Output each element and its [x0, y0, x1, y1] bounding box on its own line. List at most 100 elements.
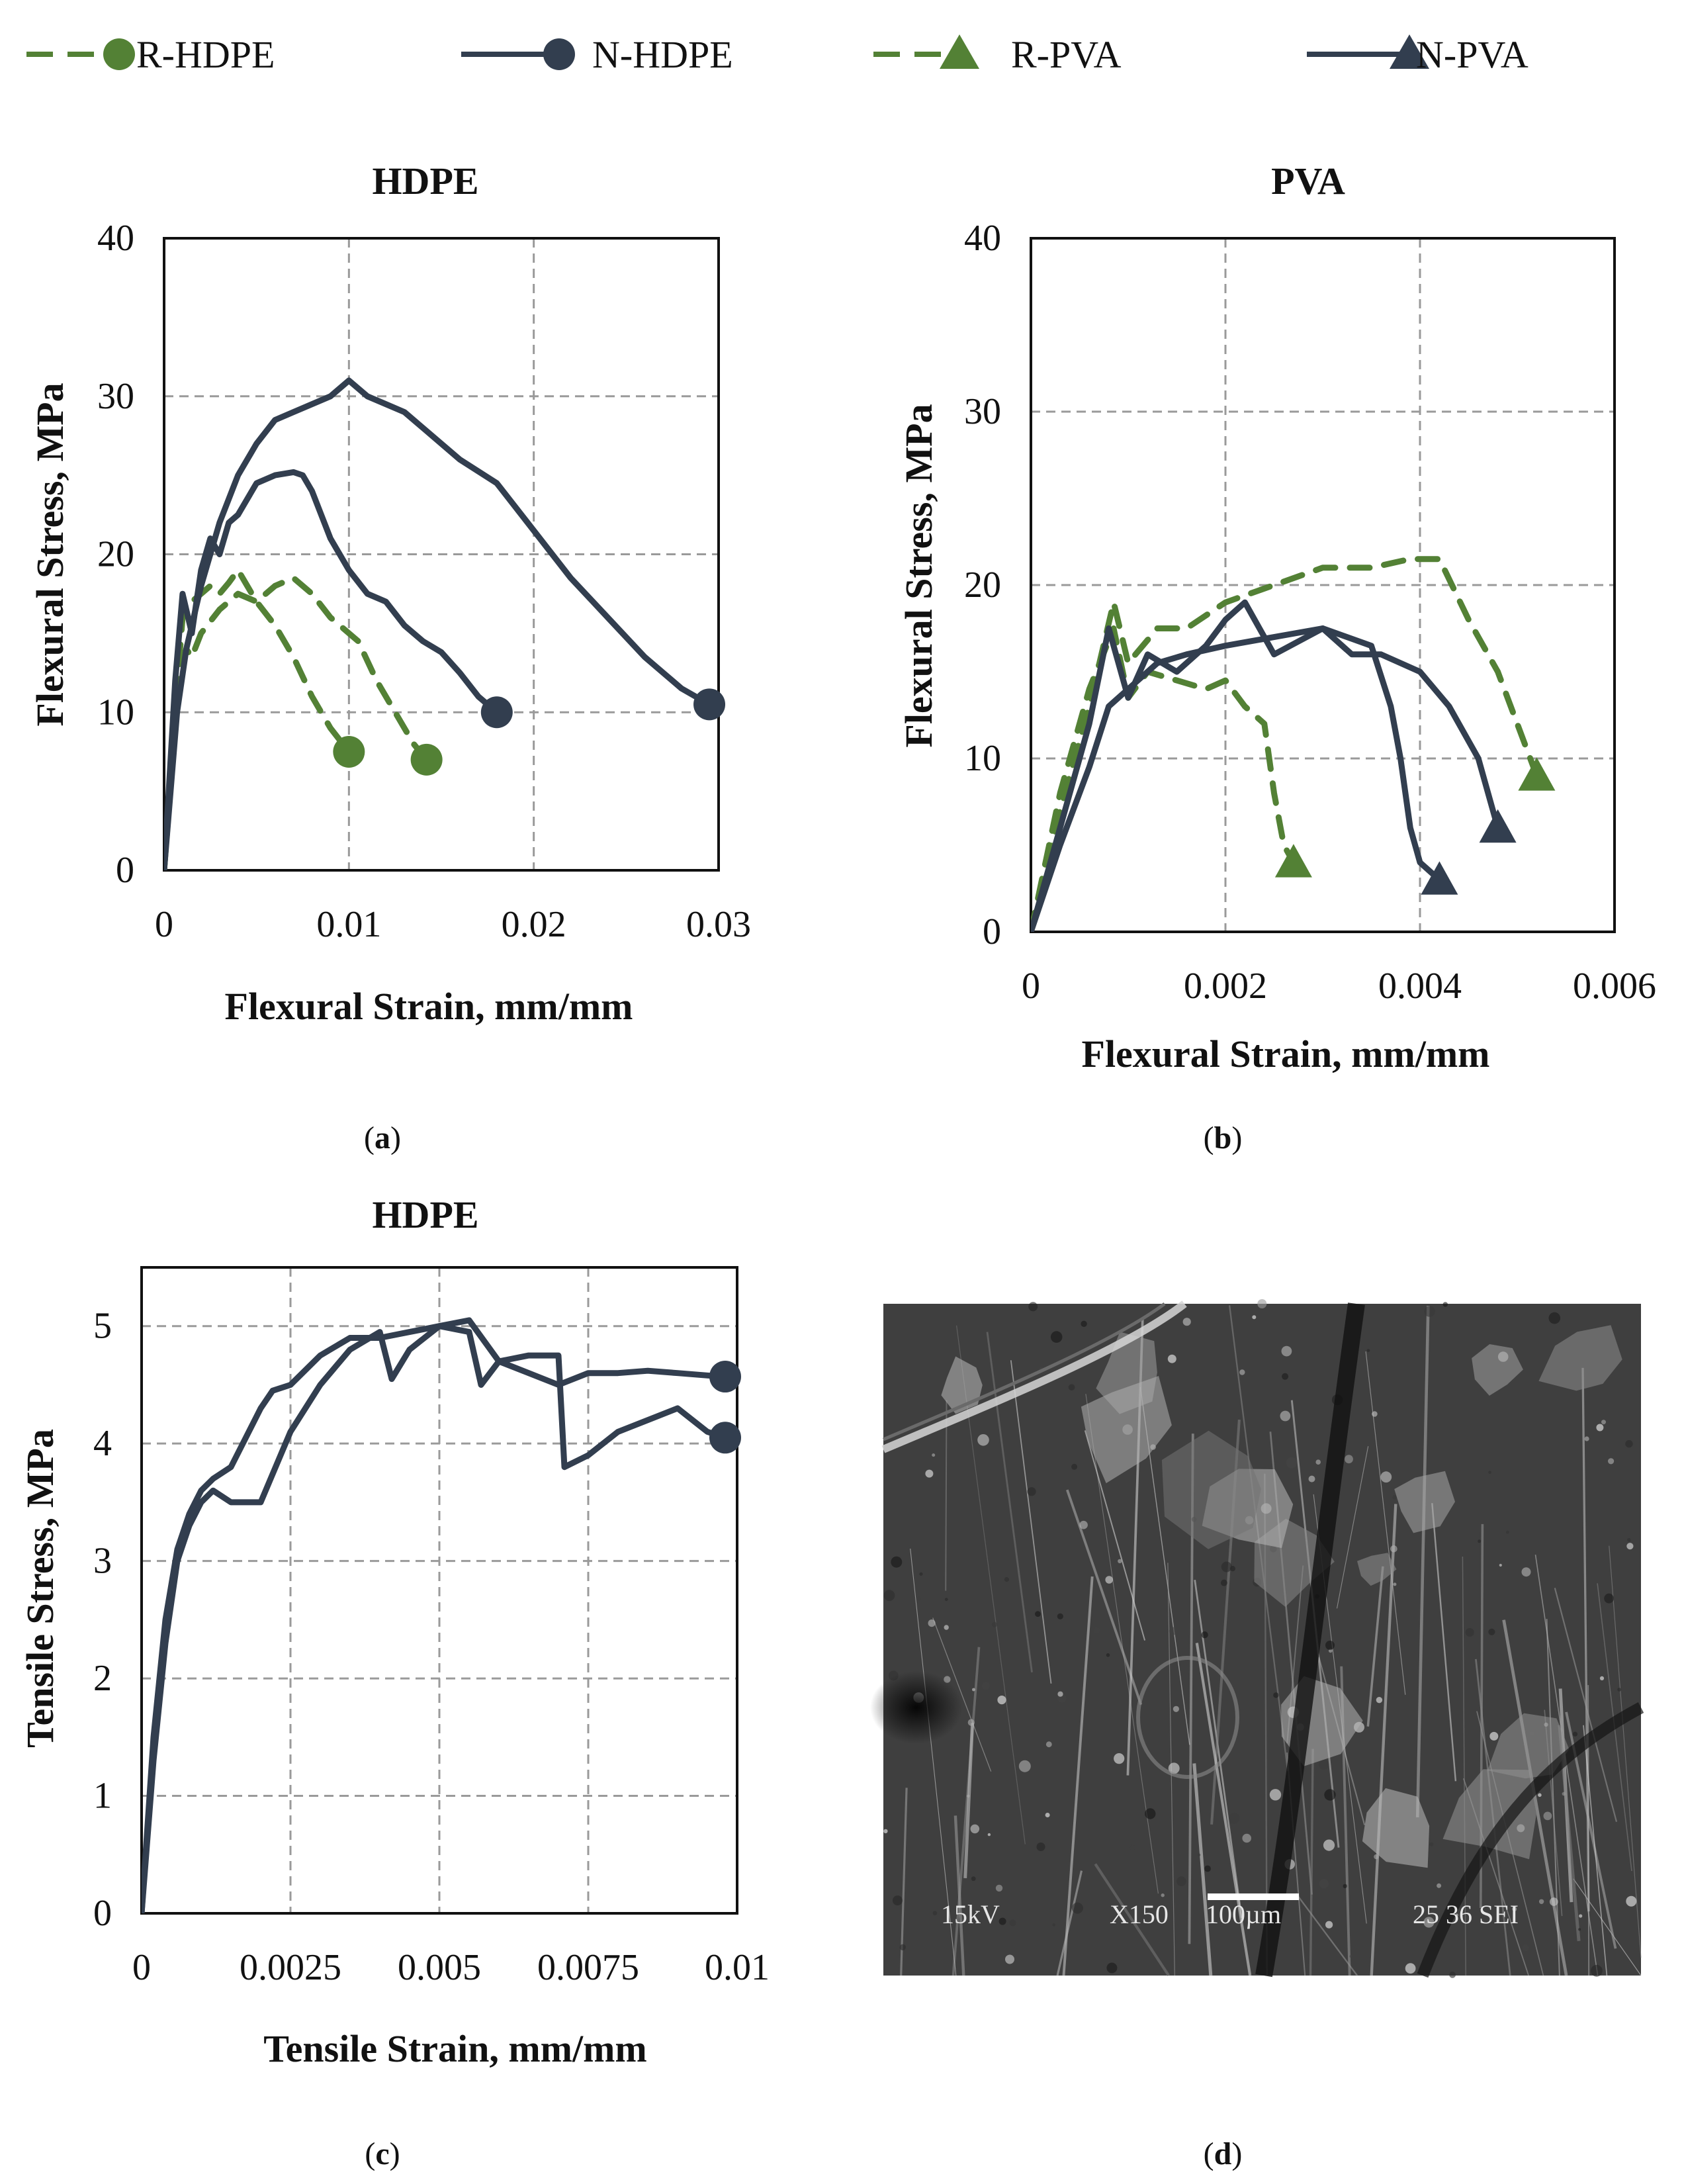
chart-a-plot-frame: [163, 237, 720, 872]
sem-particle: [1325, 1921, 1333, 1929]
sem-particle: [1068, 1384, 1075, 1390]
sem-particle: [891, 1556, 903, 1568]
sem-particle: [1442, 1302, 1448, 1307]
sem-particle: [1005, 1954, 1014, 1964]
sem-particle: [944, 1625, 949, 1630]
sem-particle: [987, 1833, 991, 1837]
sem-particle: [1579, 1914, 1583, 1918]
sem-streak: [1336, 1446, 1369, 1609]
series-r-pva-end-marker: [1518, 757, 1556, 791]
sem-particle: [883, 1829, 888, 1834]
chart-a-x-tick-label: 0: [155, 904, 173, 945]
chart-c-plot-frame: [140, 1266, 738, 1915]
sem-particle: [883, 1590, 895, 1602]
sem-streak: [1094, 1863, 1170, 1977]
series-n-hdpe-end-marker: [709, 1422, 741, 1454]
chart-c-x-tick-label: 0.0025: [240, 1947, 341, 1988]
legend-label-n-pva: N-PVA: [1416, 33, 1529, 76]
sem-particle: [1325, 1641, 1335, 1650]
sem-particle: [1465, 1628, 1474, 1637]
sem-streak: [1462, 1556, 1466, 1976]
caption-c-text: (c): [365, 2136, 400, 2171]
sem-streak: [1609, 1545, 1642, 1958]
series-r-pva-end-marker: [1274, 844, 1312, 878]
sem-crater: [1136, 1656, 1239, 1779]
chart-c-y-axis-label: Tensile Stress, MPa: [19, 1429, 62, 1748]
series-n-hdpe-line: [142, 1317, 729, 1913]
chart-c-title: HDPE: [372, 1193, 478, 1236]
chart-c-y-tick-label: 2: [93, 1658, 112, 1699]
sem-debris: [1472, 1344, 1523, 1396]
sem-particle: [971, 1876, 976, 1882]
sem-particle: [1182, 1318, 1191, 1326]
sem-particle: [997, 1696, 1006, 1705]
sem-debris: [1161, 1430, 1261, 1549]
sem-particle: [981, 1682, 990, 1690]
sem-particle: [1009, 1919, 1016, 1927]
series-n-pva-end-marker: [1479, 809, 1517, 843]
series-r-pva-line: [1031, 556, 1540, 932]
sem-particle: [1591, 1964, 1603, 1977]
sem-particle: [1281, 1345, 1292, 1357]
series-r-hdpe-end-marker: [410, 743, 443, 776]
sem-fiber-edge: [883, 1302, 1166, 1441]
sem-debris: [1394, 1471, 1455, 1533]
sem-streak: [1084, 1430, 1146, 1641]
sem-streak: [1415, 1305, 1430, 1817]
sem-particle: [932, 1911, 938, 1915]
sem-particle: [1057, 1613, 1063, 1619]
chart-b-y-tick-label: 40: [964, 218, 1001, 259]
sem-label-id: 25 36 SEI: [1413, 1899, 1519, 1929]
sem-particle: [1093, 1627, 1100, 1634]
sem-particle: [1198, 1853, 1201, 1856]
sem-particle: [1105, 1576, 1113, 1584]
sem-debris: [1538, 1325, 1622, 1391]
sem-particle: [1239, 1369, 1245, 1375]
legend: R-HDPE N-HDPE R-PVA N-PVA: [26, 33, 1529, 76]
sem-particle: [1521, 1567, 1531, 1577]
caption-c: (c): [365, 2136, 400, 2171]
sem-particle: [1176, 1876, 1186, 1886]
sem-particle: [972, 1688, 975, 1692]
sem-particle: [1601, 1420, 1606, 1425]
sem-particle: [1604, 1593, 1615, 1604]
sem-particle: [1449, 1972, 1456, 1978]
sem-particle: [1286, 1457, 1298, 1469]
chart-a-y-tick-label: 0: [116, 850, 134, 891]
sem-particle: [1045, 1741, 1052, 1748]
sem-streak: [932, 1617, 992, 1772]
legend-item-r-hdpe: R-HDPE: [26, 33, 275, 76]
series-r-hdpe-end-marker: [333, 735, 365, 768]
circle-marker-icon: [543, 38, 575, 70]
sem-streak: [1370, 1504, 1397, 1976]
sem-debris: [1081, 1376, 1172, 1484]
sem-particle: [1584, 1436, 1589, 1441]
sem-particle: [1168, 1762, 1180, 1774]
sem-particle: [992, 1621, 997, 1627]
sem-streak: [900, 1788, 908, 1976]
sem-particle: [967, 1794, 970, 1798]
sem-particle: [1343, 1884, 1347, 1889]
chart-b-y-tick-label: 20: [964, 565, 1001, 606]
sem-particle: [1424, 1306, 1435, 1317]
series-n-hdpe-end-marker: [480, 696, 513, 729]
sem-particle: [1599, 1676, 1605, 1680]
chart-b-x-tick-label: 0.004: [1378, 966, 1462, 1007]
chart-a-y-tick-label: 10: [97, 692, 134, 733]
sem-particle: [970, 1824, 980, 1834]
sem-particle: [1169, 1627, 1177, 1635]
sem-particle: [1052, 1923, 1055, 1927]
sem-particle: [1242, 1833, 1251, 1843]
caption-c-letter: c: [375, 2136, 389, 2171]
sem-particle: [1130, 1844, 1135, 1850]
sem-label-kv: 15kV: [941, 1899, 1000, 1929]
sem-streak: [1365, 1351, 1406, 1695]
sem-particle: [1392, 1495, 1397, 1500]
chart-c-x-axis-label: Tensile Strain, mm/mm: [263, 2027, 646, 2070]
caption-b: (b): [1204, 1120, 1243, 1156]
caption-a-text: (a): [364, 1120, 401, 1156]
sem-particle: [1429, 1842, 1434, 1846]
sem-particle: [1390, 1545, 1397, 1553]
sem-particle: [1319, 1879, 1329, 1889]
